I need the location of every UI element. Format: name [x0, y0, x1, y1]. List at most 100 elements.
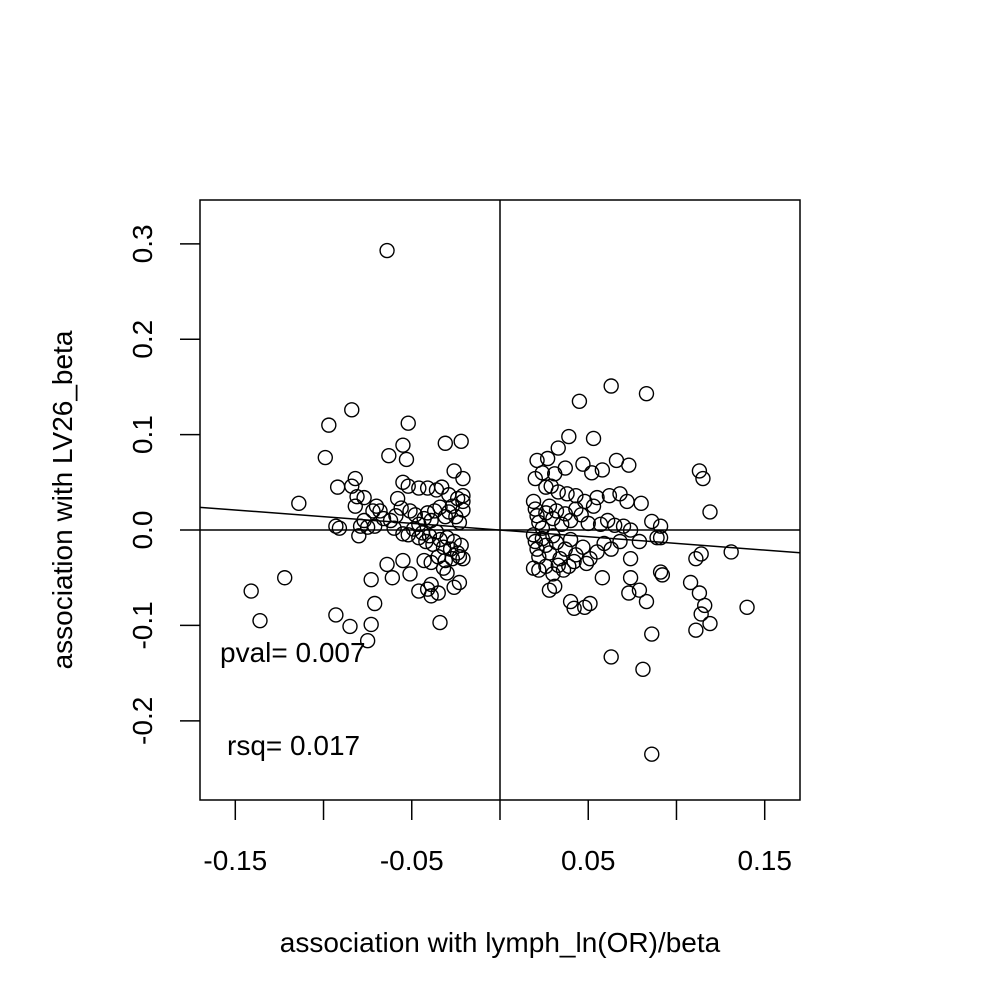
x-tick-label: 0.05 — [561, 845, 616, 876]
data-point — [550, 557, 566, 574]
data-point — [554, 516, 570, 533]
data-point — [702, 504, 718, 520]
data-point — [402, 503, 418, 519]
data-point — [654, 567, 671, 583]
data-point — [550, 484, 566, 500]
data-point — [562, 531, 579, 548]
data-point — [439, 529, 455, 546]
data-point — [615, 518, 632, 534]
data-point — [347, 498, 363, 514]
data-point — [379, 242, 395, 259]
data-point — [566, 600, 582, 616]
data-point — [723, 544, 739, 560]
data-point — [344, 402, 360, 418]
data-point — [695, 470, 711, 487]
data-point — [402, 566, 418, 582]
data-point — [375, 510, 392, 527]
data-point — [633, 495, 649, 512]
x-tick-label: 0.15 — [737, 845, 792, 876]
data-point — [423, 588, 439, 604]
x-axis-label: association with lymph_ln(OR)/beta — [280, 927, 721, 958]
data-point — [393, 500, 409, 516]
data-point — [400, 478, 416, 494]
data-point — [568, 501, 584, 517]
data-point — [652, 529, 669, 546]
data-point — [575, 539, 591, 555]
data-point — [652, 518, 669, 534]
x-tick-label: -0.05 — [380, 845, 444, 876]
data-point — [437, 435, 453, 451]
data-point — [548, 503, 565, 519]
data-point — [527, 470, 543, 487]
data-point — [432, 499, 448, 515]
data-point — [421, 528, 438, 544]
data-point — [416, 552, 432, 569]
data-point — [411, 480, 427, 496]
data-point — [541, 582, 558, 598]
data-point — [612, 533, 628, 550]
data-point — [566, 553, 582, 570]
data-point — [603, 541, 619, 557]
data-point — [363, 571, 379, 588]
y-tick-label: 0.3 — [127, 224, 158, 263]
data-point — [561, 428, 577, 445]
data-point — [381, 447, 397, 464]
data-point — [644, 626, 660, 642]
data-point — [395, 526, 411, 542]
data-point — [277, 570, 293, 586]
data-point — [652, 564, 669, 580]
data-point — [395, 437, 411, 453]
data-point — [631, 582, 648, 598]
data-point — [578, 555, 595, 572]
data-point — [386, 520, 402, 536]
y-tick-label: -0.1 — [127, 601, 158, 649]
y-axis: -0.2 -0.1 0.0 0.1 0.2 0.3 — [127, 224, 200, 745]
y-tick-label: 0.2 — [127, 320, 158, 359]
data-point — [367, 518, 383, 534]
data-point — [291, 495, 307, 512]
data-point — [688, 622, 704, 638]
data-point — [331, 520, 348, 536]
data-point — [621, 585, 637, 601]
data-point — [601, 488, 618, 504]
data-point — [446, 579, 462, 595]
data-point — [321, 417, 337, 433]
data-point — [594, 570, 611, 586]
x-tick-label: -0.15 — [203, 845, 267, 876]
data-point — [449, 490, 466, 507]
data-point — [398, 451, 415, 468]
data-point — [252, 612, 268, 629]
data-point — [451, 549, 468, 565]
y-tick-label: 0.1 — [127, 415, 158, 454]
data-point — [577, 599, 593, 616]
data-point — [328, 518, 344, 534]
data-point — [594, 462, 611, 478]
data-points — [243, 242, 755, 762]
data-point — [682, 574, 699, 591]
data-point — [444, 498, 461, 514]
data-point — [638, 385, 655, 402]
y-axis-label: association with LV26_beta — [47, 330, 78, 669]
fit-line-group — [199, 506, 801, 554]
data-point — [347, 470, 363, 487]
rsq-annotation: rsq= 0.017 — [227, 730, 360, 761]
data-point — [702, 615, 718, 632]
data-point — [455, 470, 471, 487]
data-point — [622, 522, 639, 538]
data-point — [351, 528, 367, 544]
data-point — [365, 503, 381, 519]
data-point — [603, 649, 619, 665]
data-point — [411, 529, 427, 546]
data-point — [430, 585, 446, 601]
data-point — [356, 489, 372, 506]
data-point — [243, 583, 259, 599]
data-point — [580, 515, 596, 532]
data-point — [531, 562, 547, 578]
data-point — [317, 449, 333, 466]
data-point — [559, 486, 575, 502]
data-point — [439, 565, 455, 581]
data-point — [453, 433, 469, 450]
data-point — [545, 566, 561, 582]
data-point — [584, 465, 600, 481]
data-point — [359, 632, 376, 649]
